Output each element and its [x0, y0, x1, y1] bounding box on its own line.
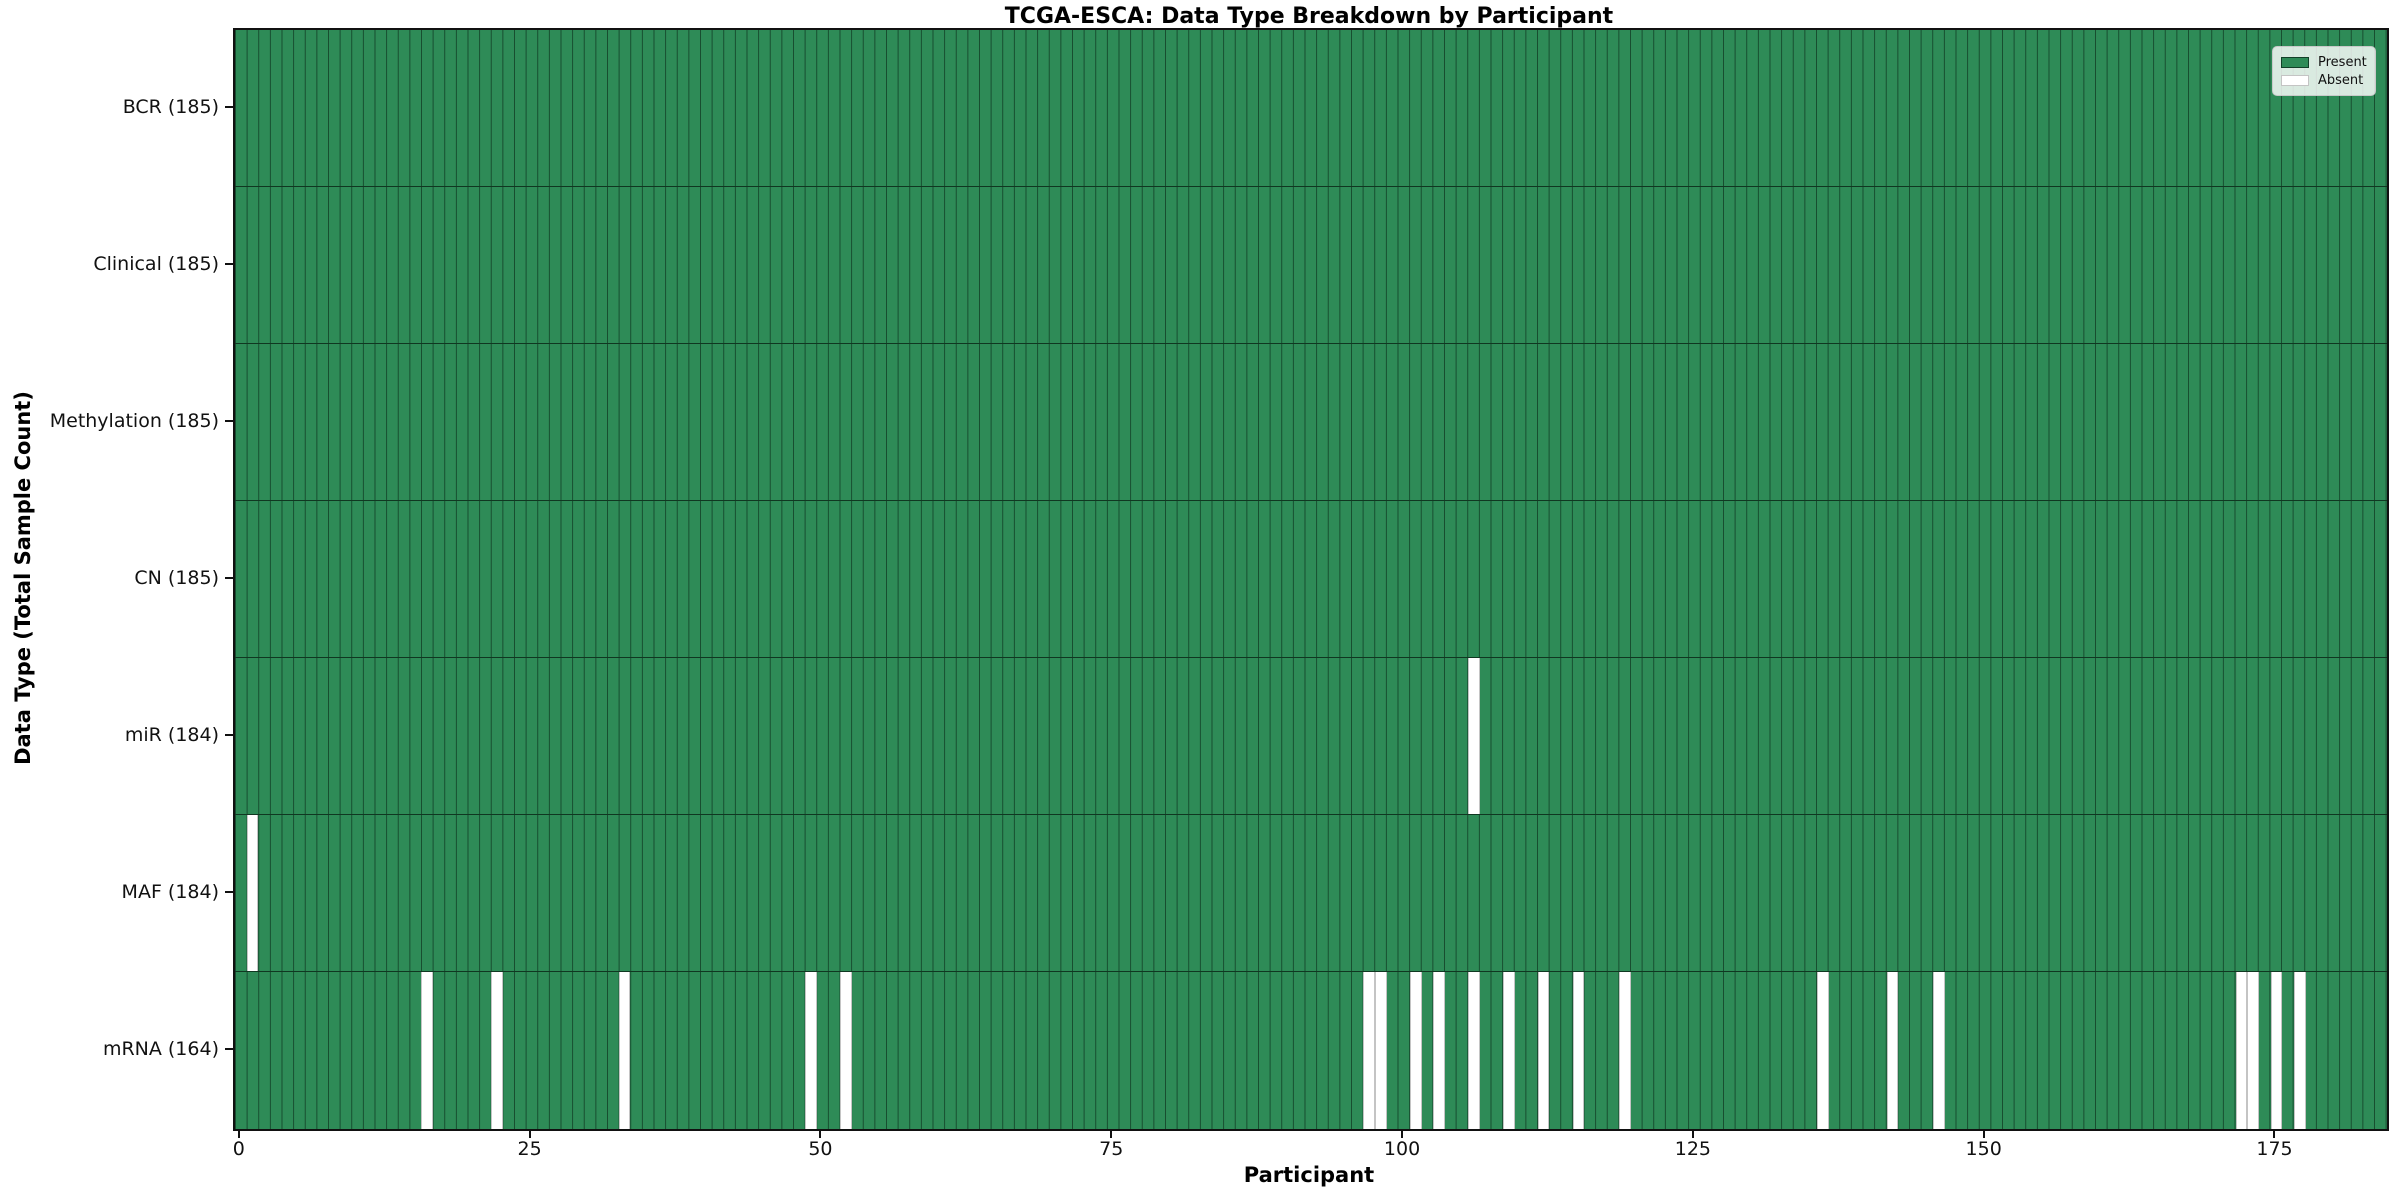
- chart-title: TCGA-ESCA: Data Type Breakdown by Partic…: [1004, 4, 1614, 29]
- absent-cell: [1933, 972, 1945, 1129]
- legend: Present Absent: [2272, 46, 2376, 96]
- absent-cell: [2235, 972, 2248, 1129]
- x-tick-mark: [1401, 1130, 1404, 1138]
- y-tick-mark: [225, 262, 233, 265]
- absent-cell: [1468, 972, 1480, 1129]
- x-tick-label-175: 175: [2256, 1138, 2293, 1160]
- x-tick-label-0: 0: [232, 1138, 245, 1160]
- x-axis-label: Participant: [1243, 1163, 1375, 1187]
- absent-cell: [1433, 972, 1445, 1129]
- absent-cell: [246, 815, 259, 971]
- absent-cell: [1363, 972, 1375, 1129]
- x-tick-mark: [2273, 1130, 2276, 1138]
- x-tick-mark: [237, 1130, 240, 1138]
- y-tick-label-Clinical: Clinical (185): [93, 252, 219, 275]
- heatmap-row-BCR: [235, 30, 2387, 187]
- legend-swatch-absent-icon: [2281, 74, 2309, 86]
- absent-cell: [2270, 972, 2283, 1129]
- absent-cell: [490, 972, 503, 1129]
- y-tick-mark: [225, 733, 233, 736]
- heatmap-row-mRNA: [235, 972, 2387, 1129]
- x-tick-mark: [1691, 1130, 1694, 1138]
- x-tick-label-150: 150: [1965, 1138, 2002, 1160]
- absent-cell: [839, 972, 852, 1129]
- legend-item-present: Present: [2281, 53, 2367, 71]
- y-tick-mark: [225, 576, 233, 579]
- absent-cell: [1537, 972, 1550, 1129]
- heatmap-row-CN: [235, 501, 2387, 658]
- absent-cell: [2247, 972, 2260, 1129]
- x-tick-mark: [1982, 1130, 1985, 1138]
- absent-cell: [1886, 972, 1899, 1129]
- x-tick-label-50: 50: [808, 1138, 833, 1160]
- y-tick-mark: [225, 105, 233, 108]
- absent-cell: [804, 972, 817, 1129]
- heatmap-row-miR: [235, 658, 2387, 815]
- heatmap-row-Methylation: [235, 344, 2387, 501]
- y-tick-label-CN: CN (185): [134, 566, 219, 589]
- y-tick-mark: [225, 419, 233, 422]
- y-tick-label-MAF: MAF (184): [121, 880, 219, 903]
- x-tick-mark: [1110, 1130, 1113, 1138]
- x-tick-label-75: 75: [1099, 1138, 1124, 1160]
- x-tick-mark: [819, 1130, 822, 1138]
- y-tick-label-miR: miR (184): [124, 723, 219, 746]
- heatmap-row-Clinical: [235, 187, 2387, 344]
- y-tick-label-mRNA: mRNA (164): [102, 1037, 219, 1060]
- absent-cell: [1374, 972, 1387, 1129]
- absent-cell: [1468, 658, 1480, 814]
- absent-cell: [1572, 972, 1585, 1129]
- absent-cell: [421, 972, 433, 1129]
- legend-swatch-present-icon: [2281, 56, 2309, 68]
- legend-item-absent: Absent: [2281, 71, 2367, 89]
- x-tick-label-125: 125: [1674, 1138, 1711, 1160]
- y-tick-mark: [225, 890, 233, 893]
- x-tick-label-100: 100: [1383, 1138, 1421, 1160]
- absent-cell: [1502, 972, 1515, 1129]
- absent-cell: [1817, 972, 1829, 1129]
- y-tick-mark: [225, 1047, 233, 1050]
- plot-area: [233, 28, 2389, 1131]
- legend-label-present: Present: [2318, 54, 2367, 70]
- absent-cell: [1409, 972, 1422, 1129]
- absent-cell: [1619, 972, 1631, 1129]
- absent-cell: [2293, 972, 2306, 1129]
- y-tick-label-BCR: BCR (185): [122, 95, 219, 118]
- x-tick-label-25: 25: [517, 1138, 542, 1160]
- y-tick-label-Methylation: Methylation (185): [49, 409, 219, 432]
- legend-label-absent: Absent: [2318, 72, 2364, 88]
- heatmap-row-MAF: [235, 815, 2387, 972]
- absent-cell: [618, 972, 631, 1129]
- x-tick-mark: [528, 1130, 531, 1138]
